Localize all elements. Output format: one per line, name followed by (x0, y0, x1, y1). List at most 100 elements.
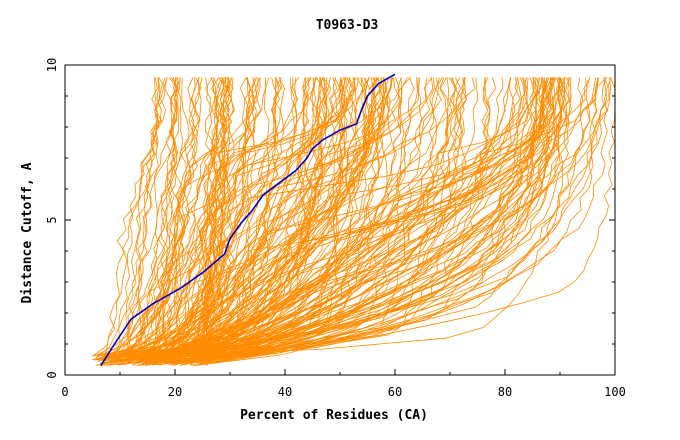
background-series-line (91, 77, 562, 360)
background-series-line (135, 77, 257, 364)
background-series-line (152, 77, 222, 360)
x-tick-label: 80 (498, 385, 512, 399)
background-series-line (168, 77, 598, 365)
background-series-line (117, 77, 347, 366)
background-series-line (190, 77, 560, 362)
background-series-line (175, 77, 568, 356)
background-series-line (189, 77, 616, 357)
x-tick-label: 40 (278, 385, 292, 399)
background-series-line (164, 77, 537, 360)
background-series-line (125, 77, 158, 361)
background-series-line (144, 77, 402, 366)
y-axis: 0 5 10 (45, 58, 615, 379)
x-tick-label: 0 (61, 385, 68, 399)
background-series-line (156, 77, 421, 363)
background-series-line (135, 77, 528, 366)
background-series-line (134, 77, 476, 365)
background-series-line (123, 77, 341, 357)
background-series-line (189, 77, 357, 362)
highlight-series-line (100, 73, 396, 367)
background-series-line (172, 77, 599, 365)
background-series-line (146, 77, 514, 363)
background-series-line (187, 77, 213, 366)
background-series-line (129, 77, 231, 362)
background-series-line (201, 77, 227, 357)
background-series-line (142, 77, 195, 365)
background-series-line (204, 77, 328, 363)
background-series-group (91, 77, 616, 367)
background-series-line (94, 77, 570, 361)
background-series-line (152, 77, 180, 358)
background-series-line (209, 77, 612, 359)
background-series-line (152, 77, 591, 363)
background-series-line (159, 77, 542, 359)
background-series-line (121, 77, 355, 363)
background-series-line (133, 77, 280, 361)
background-series-line (177, 77, 348, 358)
background-series-line (177, 77, 456, 359)
background-series-line (170, 77, 385, 366)
y-tick-label: 10 (45, 58, 59, 72)
background-series-line (169, 77, 381, 365)
background-series-line (120, 77, 316, 357)
background-series-line (144, 77, 523, 364)
background-series-line (123, 77, 556, 357)
background-series-line (188, 77, 467, 357)
background-series-line (189, 77, 463, 363)
background-series-line (102, 77, 456, 360)
background-series-line (146, 77, 546, 364)
x-tick-label: 100 (604, 385, 626, 399)
background-series-line (153, 77, 178, 357)
background-series-line (95, 77, 539, 361)
background-series-line (138, 77, 402, 364)
background-series-line (200, 77, 227, 365)
background-series-line (193, 77, 565, 367)
background-series-line (205, 77, 556, 358)
background-series-line (108, 77, 368, 356)
background-series-line (139, 77, 564, 361)
background-series-line (100, 77, 609, 366)
background-series-line (161, 77, 553, 360)
background-series-line (198, 77, 415, 366)
background-series-line (144, 77, 547, 357)
background-series-line (93, 77, 270, 357)
background-series-line (93, 77, 521, 356)
y-axis-label: Distance Cutoff, A (20, 162, 35, 303)
background-series-line (171, 77, 199, 365)
background-series-line (95, 77, 179, 359)
background-series-line (130, 77, 435, 361)
background-series-line (132, 77, 166, 359)
background-series-line (127, 77, 379, 363)
background-series-line (157, 77, 367, 363)
background-series-line (156, 77, 256, 360)
background-series-line (132, 77, 378, 357)
y-tick-label: 5 (45, 216, 59, 223)
background-series-line (135, 77, 591, 358)
x-axis-label: Percent of Residues (CA) (240, 408, 428, 423)
background-series-line (100, 77, 458, 361)
background-series-line (97, 77, 343, 357)
x-axis: 0 20 40 60 80 100 (61, 369, 626, 399)
y-tick-label: 0 (45, 371, 59, 378)
chart-title: T0963-D3 (316, 18, 379, 33)
background-series-line (91, 77, 162, 357)
background-series-line (154, 77, 538, 364)
background-series-line (180, 77, 491, 363)
background-series-line (170, 77, 214, 357)
background-series-line (150, 77, 610, 363)
background-series-line (114, 77, 166, 365)
background-series-line (123, 77, 202, 366)
background-series-line (127, 77, 433, 358)
background-series-line (171, 77, 566, 364)
background-series-line (167, 77, 608, 363)
background-series-line (140, 77, 173, 356)
background-series-line (206, 77, 552, 358)
background-series-line (111, 77, 261, 365)
background-series-line (150, 77, 318, 363)
x-tick-label: 20 (168, 385, 182, 399)
background-series-line (125, 77, 179, 357)
background-series-line (191, 77, 248, 357)
background-series-line (97, 77, 394, 363)
highlight-series-group (100, 73, 396, 367)
